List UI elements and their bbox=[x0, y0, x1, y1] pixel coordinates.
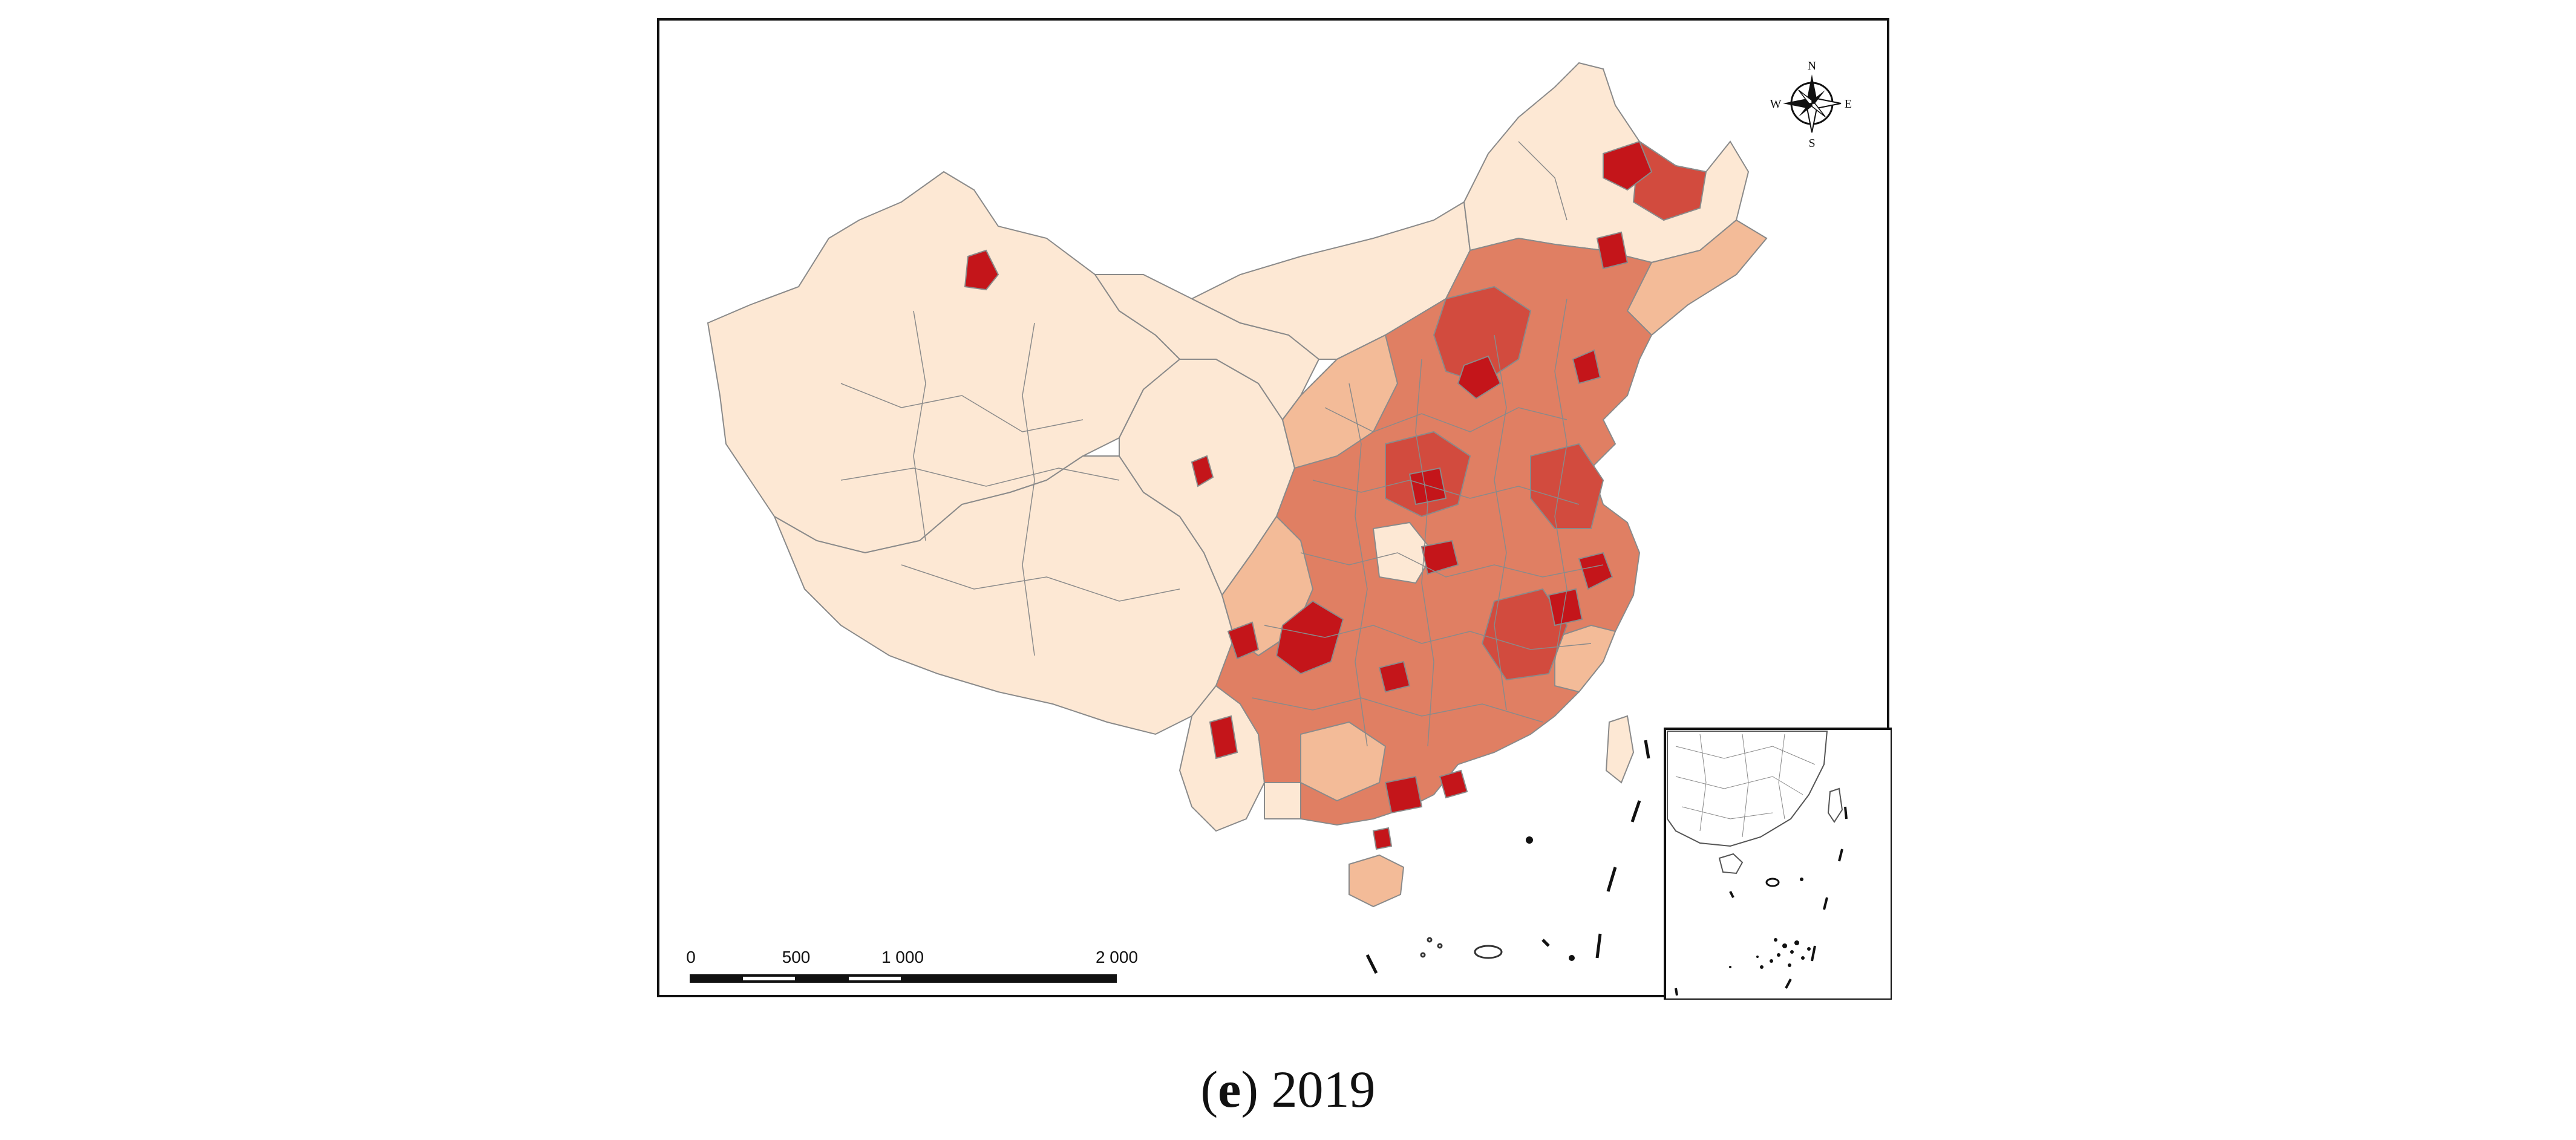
hotspot-wuhan bbox=[1420, 539, 1459, 575]
inset-taiwan bbox=[1827, 787, 1843, 823]
hotspot-kunming bbox=[1209, 715, 1238, 760]
hotspot-chongqing bbox=[1227, 621, 1260, 660]
island-dot bbox=[1526, 836, 1533, 844]
figure-caption: (e) 2019 bbox=[1200, 1060, 1376, 1118]
region-class1-guizhou bbox=[1264, 782, 1301, 819]
inset-mainland bbox=[1667, 731, 1828, 847]
hotspot-changsha bbox=[1378, 660, 1411, 693]
choropleth-map: N S E W 0 500 1 000 2 000 bbox=[686, 59, 1892, 1000]
inset-map bbox=[1664, 728, 1892, 1000]
region-class2-fujian bbox=[1554, 624, 1617, 693]
internal-boundaries bbox=[840, 141, 1604, 747]
caption-year: 2019 bbox=[1271, 1060, 1376, 1118]
scale-label-2000: 2 000 bbox=[1096, 948, 1138, 966]
hotspot-haikou bbox=[1372, 827, 1393, 850]
region-class4-jiangxi bbox=[1481, 588, 1568, 681]
inset-hainan bbox=[1718, 853, 1744, 875]
hotspot-xining bbox=[1191, 455, 1214, 487]
hotspot-guangzhou bbox=[1384, 775, 1423, 814]
island-dot bbox=[1569, 955, 1575, 961]
hotspot-hangzhou bbox=[1548, 588, 1583, 627]
scale-label-500: 500 bbox=[782, 948, 811, 966]
region-class4-heilongjiang bbox=[1632, 140, 1707, 221]
region-class2-northeast bbox=[1626, 219, 1768, 336]
region-class1-hubei bbox=[1372, 521, 1435, 584]
hotspot-zhengzhou bbox=[1408, 467, 1447, 506]
nine-dash-line bbox=[1365, 740, 1650, 974]
region-taiwan bbox=[1605, 715, 1635, 784]
compass-west-label: W bbox=[1770, 97, 1782, 111]
hotspot-harbin bbox=[1603, 140, 1653, 191]
compass-east-label: E bbox=[1845, 97, 1852, 111]
region-class4-jiangsu bbox=[1530, 443, 1604, 529]
region-hainan bbox=[1348, 854, 1405, 908]
compass-north-label: N bbox=[1808, 59, 1816, 73]
scale-bar: 0 500 1 000 2 000 bbox=[686, 948, 1138, 983]
hotspot-chengdu bbox=[1275, 600, 1344, 675]
hotspot-beijing bbox=[1457, 355, 1502, 400]
eastern-region-layer bbox=[840, 140, 1768, 850]
map-frame: N S E W 0 500 1 000 2 000 bbox=[657, 18, 1892, 1000]
caption-letter: e bbox=[1218, 1060, 1241, 1118]
south-sea-islands bbox=[1420, 937, 1503, 959]
hotspot-changchun bbox=[1596, 231, 1629, 270]
compass-south-label: S bbox=[1808, 137, 1815, 150]
hotspot-dalian bbox=[1572, 349, 1601, 385]
compass-rose: N S E W bbox=[1770, 59, 1852, 150]
hotspot-shanghai bbox=[1578, 552, 1613, 590]
scale-label-1000: 1 000 bbox=[881, 948, 924, 966]
hotspot-shenzhen bbox=[1439, 769, 1468, 799]
scale-label-0: 0 bbox=[686, 948, 696, 966]
hotspot-urumqi bbox=[964, 249, 999, 291]
